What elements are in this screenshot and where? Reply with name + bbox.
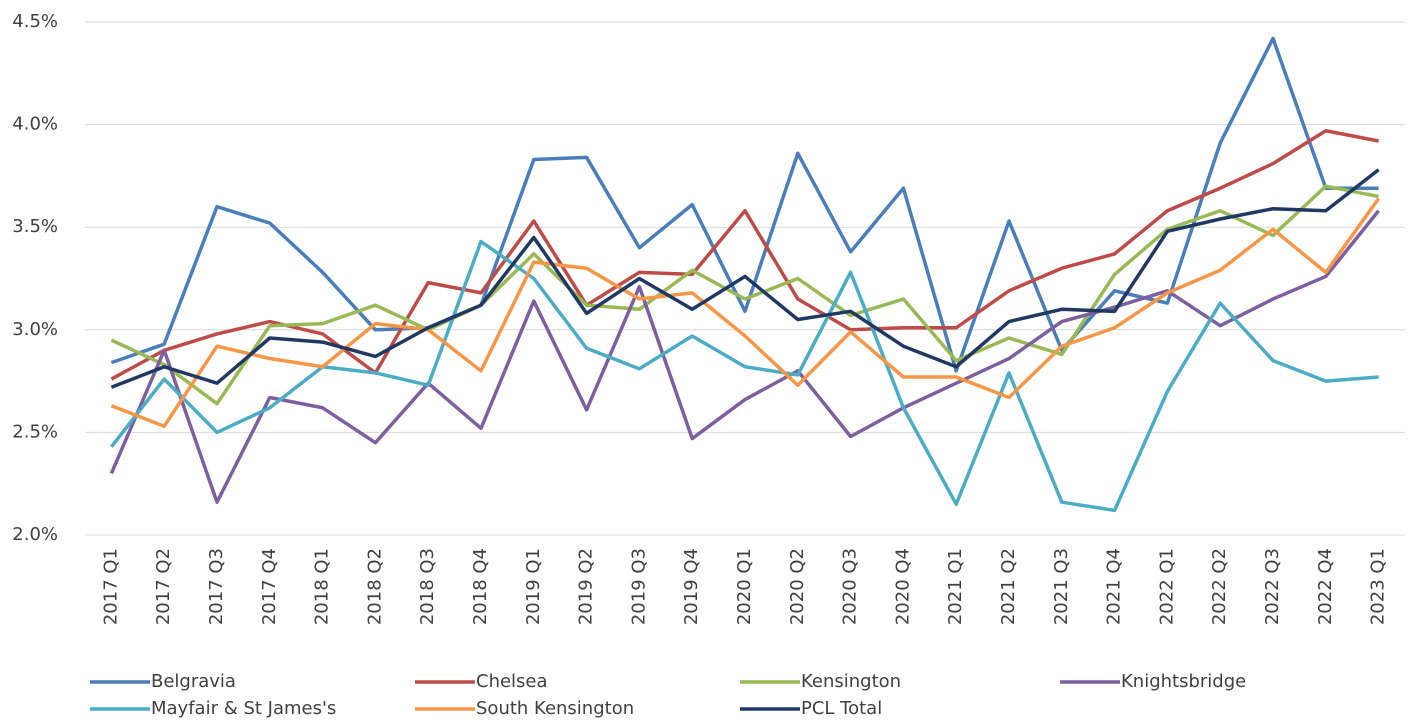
x-tick-label: 2019 Q1 xyxy=(523,548,544,625)
x-tick-label: 2017 Q3 xyxy=(206,548,227,625)
y-tick-label: 4.0% xyxy=(12,114,58,135)
legend-label: Belgravia xyxy=(151,671,236,692)
x-tick-label: 2020 Q1 xyxy=(734,548,755,625)
x-tick-label: 2022 Q2 xyxy=(1209,548,1230,625)
x-tick-label: 2018 Q1 xyxy=(312,548,333,625)
legend-label: Chelsea xyxy=(476,671,548,692)
series-line xyxy=(110,36,1379,373)
x-tick-label: 2019 Q2 xyxy=(576,548,597,625)
x-tick-label: 2022 Q3 xyxy=(1262,548,1283,625)
x-tick-label: 2020 Q4 xyxy=(892,548,913,625)
x-tick-label: 2022 Q1 xyxy=(1156,548,1177,625)
x-tick-label: 2023 Q1 xyxy=(1368,548,1389,625)
x-tick-label: 2019 Q3 xyxy=(628,548,649,625)
series-line xyxy=(110,184,1379,406)
legend-label: PCL Total xyxy=(801,698,882,719)
legend-label: Knightsbridge xyxy=(1121,671,1246,692)
y-tick-label: 2.0% xyxy=(12,524,58,545)
x-tick-label: 2020 Q3 xyxy=(840,548,861,625)
series-line xyxy=(110,129,1379,381)
x-tick-label: 2021 Q4 xyxy=(1104,548,1125,625)
series-line xyxy=(110,197,1381,428)
x-tick-label: 2018 Q4 xyxy=(470,548,491,625)
series-line xyxy=(110,239,1379,513)
x-tick-label: 2021 Q1 xyxy=(945,548,966,625)
legend-label: Kensington xyxy=(801,671,901,692)
x-tick-label: 2018 Q2 xyxy=(364,548,385,625)
series-line xyxy=(109,209,1380,504)
x-tick-label: 2019 Q4 xyxy=(681,548,702,625)
y-tick-label: 3.0% xyxy=(12,319,58,340)
legend-label: Mayfair & St James's xyxy=(151,698,336,719)
y-tick-label: 4.5% xyxy=(12,11,58,32)
series-line xyxy=(110,168,1380,389)
x-tick-label: 2022 Q4 xyxy=(1315,548,1336,625)
x-tick-label: 2017 Q4 xyxy=(259,548,280,625)
legend-label: South Kensington xyxy=(476,698,634,719)
x-tick-label: 2017 Q1 xyxy=(100,548,121,625)
x-tick-label: 2017 Q2 xyxy=(153,548,174,625)
y-tick-label: 2.5% xyxy=(12,421,58,442)
x-tick-label: 2021 Q2 xyxy=(998,548,1019,625)
y-tick-label: 3.5% xyxy=(12,216,58,237)
x-tick-label: 2021 Q3 xyxy=(1051,548,1072,625)
x-tick-label: 2020 Q2 xyxy=(787,548,808,625)
x-tick-label: 2018 Q3 xyxy=(417,548,438,625)
